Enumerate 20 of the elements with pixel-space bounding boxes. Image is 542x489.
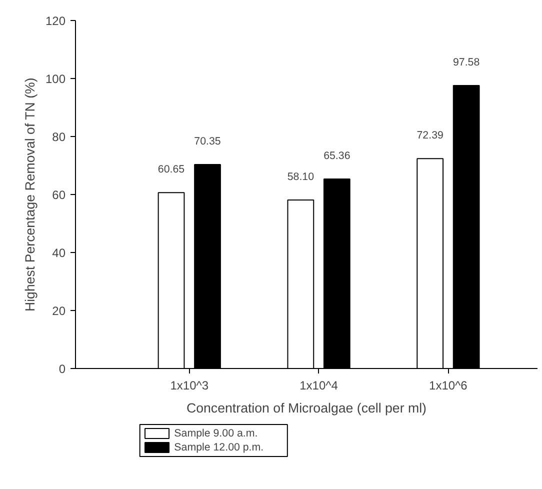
- y-tick-label: 60: [52, 188, 66, 202]
- x-axis-title: Concentration of Microalgae (cell per ml): [186, 400, 427, 416]
- data-label: 60.65: [158, 164, 185, 176]
- x-tick-label: 1x10^4: [300, 378, 338, 392]
- y-tick-label: 120: [45, 14, 66, 28]
- legend-label: Sample 12.00 p.m.: [174, 442, 264, 454]
- data-label: 70.35: [194, 135, 221, 148]
- y-tick-label: 100: [45, 72, 66, 86]
- x-tick-label: 1x10^3: [170, 378, 209, 392]
- data-label: 65.36: [324, 150, 350, 162]
- y-tick-label: 40: [52, 246, 66, 260]
- data-label: 58.10: [287, 171, 314, 184]
- data-label: 97.58: [452, 56, 480, 69]
- data-label: 72.39: [416, 130, 444, 142]
- y-tick-label: 20: [52, 304, 66, 318]
- y-tick-label: 80: [52, 130, 66, 144]
- x-tick-label: 1x10^6: [429, 378, 468, 392]
- y-tick-label: 0: [58, 362, 66, 376]
- y-axis-title: Highest Percentage Removal of TN (%): [22, 78, 38, 312]
- legend-label: Sample 9.00 a.m.: [174, 428, 258, 440]
